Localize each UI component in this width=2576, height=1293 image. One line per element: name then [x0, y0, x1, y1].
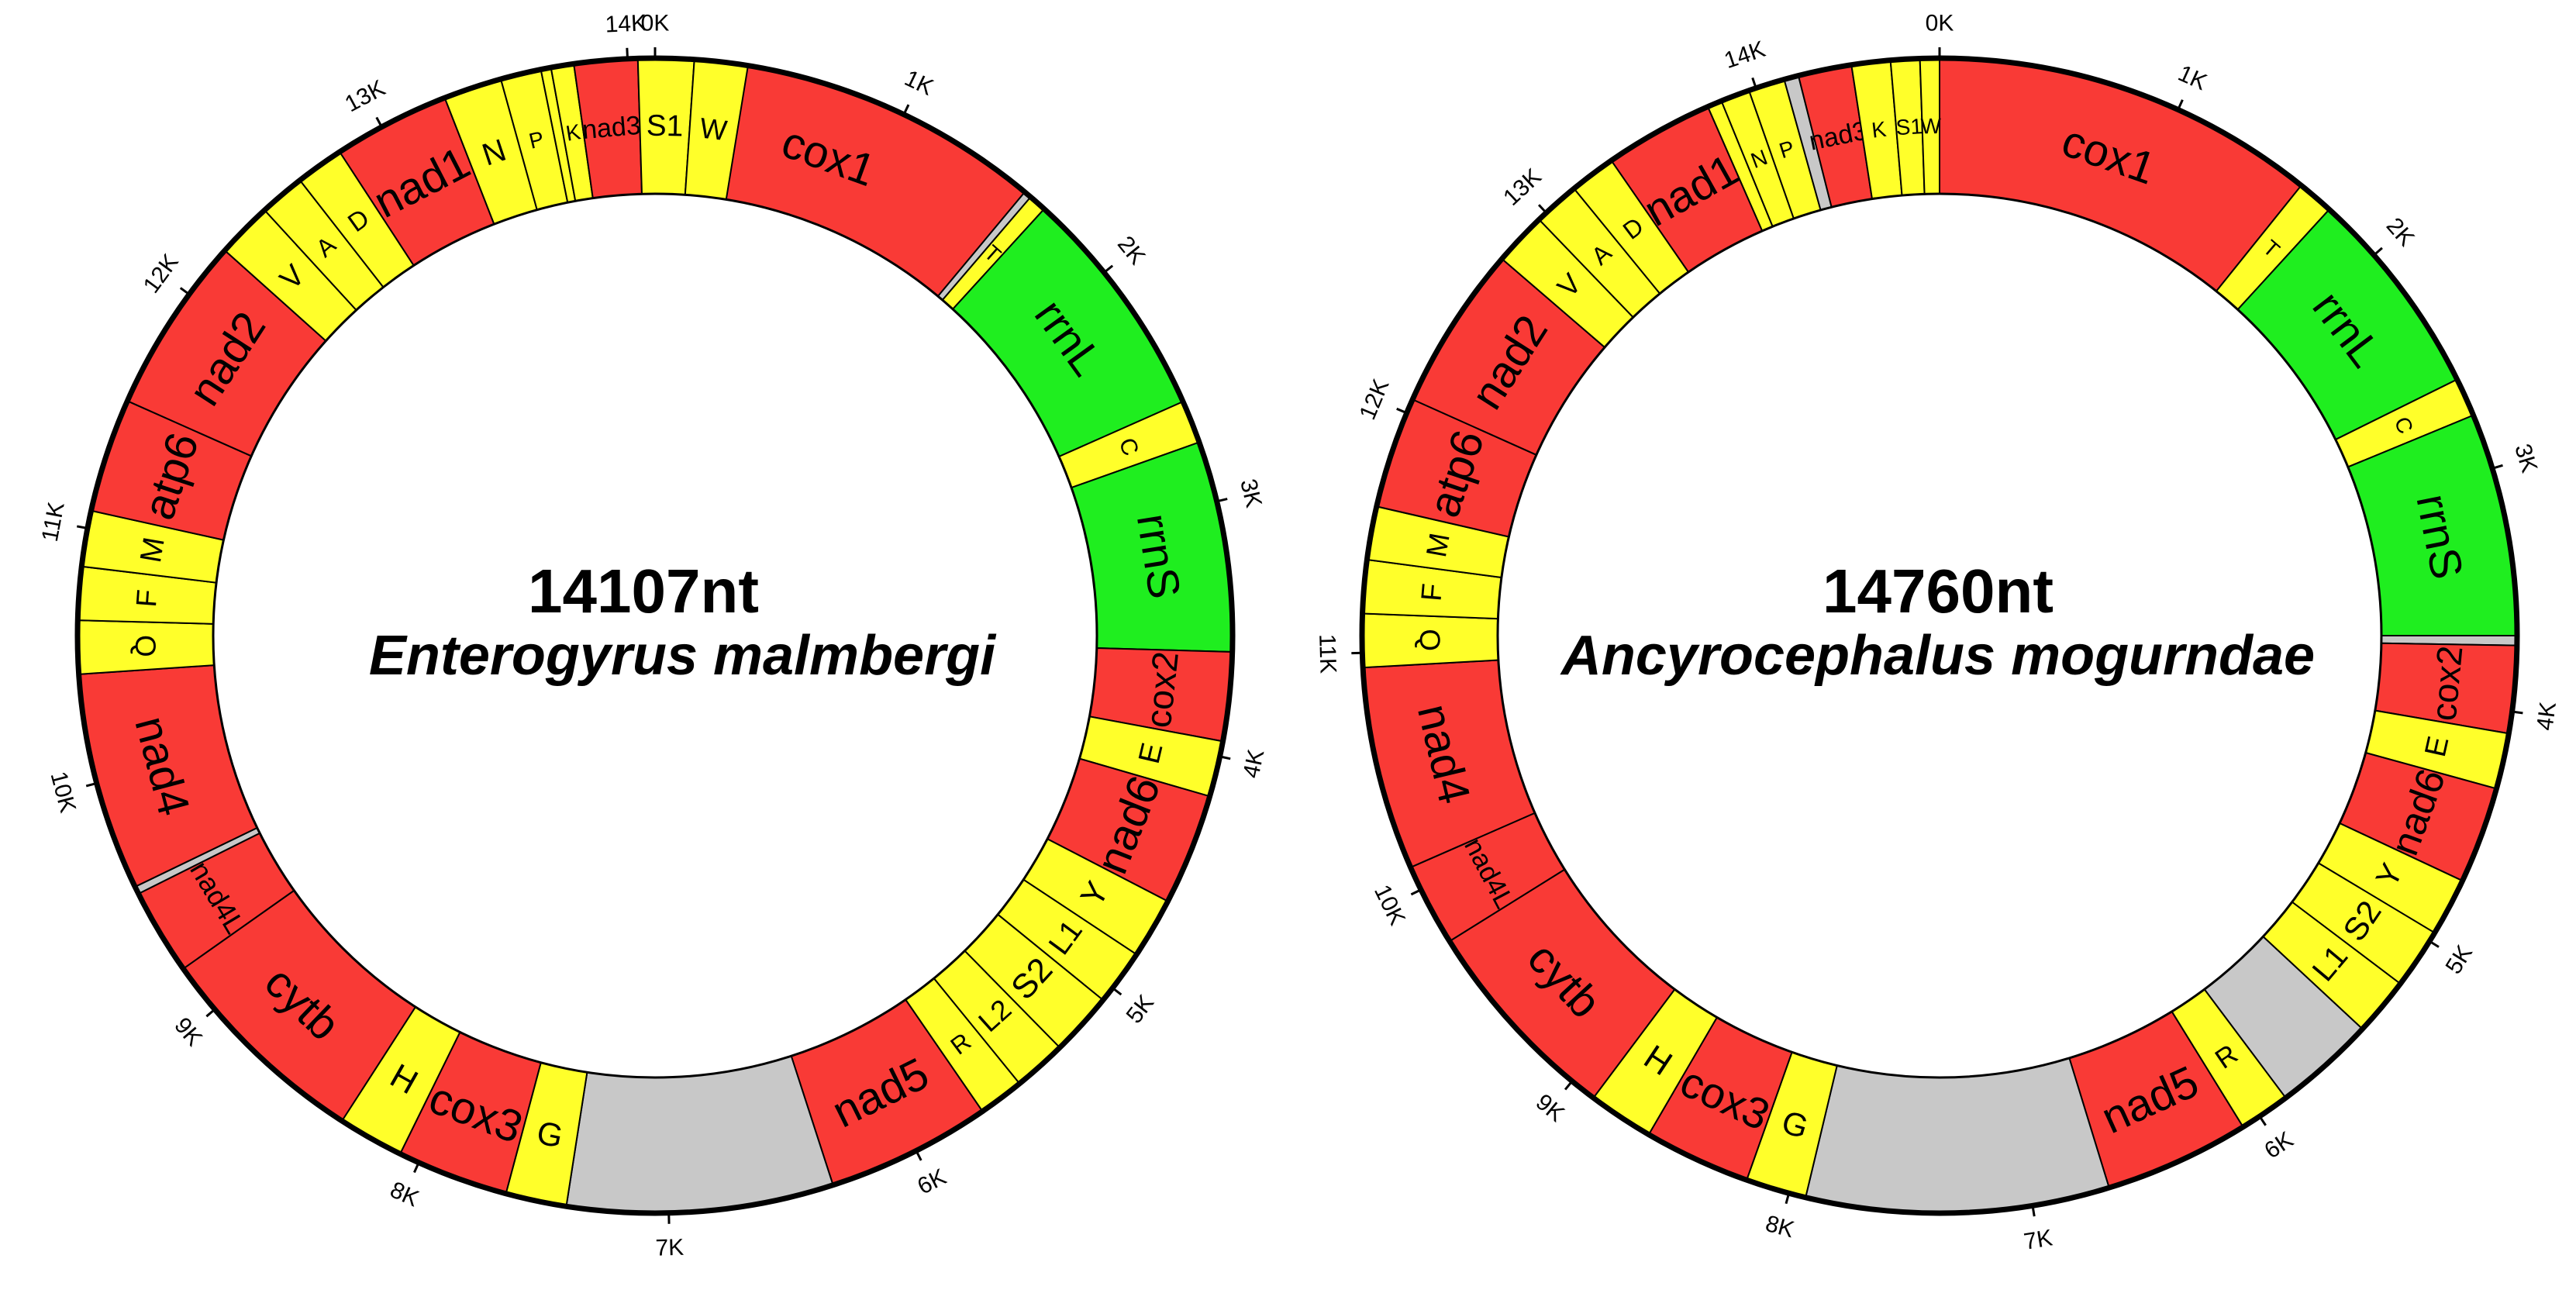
gene-label-w: W: [698, 112, 729, 147]
tick-mark-10k: [1410, 888, 1422, 896]
circular-map-ancyrocephalus-mogurndae: cox1TrrnLCrrnScox2Enad6YS2L1Rnad5Gcox3Hc…: [1314, 11, 2561, 1255]
tick-label-2k: 2K: [2381, 213, 2419, 251]
gene-label-q: Q: [1414, 629, 1446, 651]
tick-label-3k: 3K: [2509, 441, 2542, 476]
tick-mark-11k: [76, 525, 88, 530]
tick-label-0k: 0K: [641, 11, 670, 36]
tick-label-5k: 5K: [2441, 941, 2478, 979]
tick-label-12k: 12K: [139, 250, 184, 298]
gene-label-m: M: [134, 535, 171, 565]
tick-label-3k: 3K: [1235, 477, 1267, 510]
tick-mark-5k: [2429, 940, 2440, 948]
genome-length-ancyrocephalus: 14760nt: [1823, 557, 2054, 626]
gene-label-q: Q: [129, 635, 162, 658]
inner-ring-border: [212, 192, 1098, 1079]
tick-mark-14k: [626, 47, 629, 59]
tick-label-8k: 8K: [386, 1177, 422, 1212]
tick-mark-13k: [1537, 204, 1547, 214]
spacer-segment-15: [1804, 1057, 2110, 1214]
species-name-enterogyrus: Enterogyrus malmbergi: [369, 625, 997, 687]
tick-mark-9k: [1564, 1080, 1574, 1091]
species-name-ancyrocephalus: Ancyrocephalus mogurndae: [1560, 625, 2315, 687]
gene-label-f: F: [1416, 582, 1449, 602]
gene-label-cox2: cox2: [2424, 644, 2471, 722]
tick-mark-2k: [2373, 247, 2383, 257]
gene-label-nad3: nad3: [581, 111, 643, 145]
tick-mark-3k: [1216, 498, 1228, 503]
tick-label-12k: 12K: [1355, 375, 1395, 423]
gene-label-s1: S1: [1895, 114, 1923, 140]
tick-label-11k: 11K: [37, 500, 70, 543]
tick-label-2k: 2K: [1112, 232, 1150, 270]
gene-label-k: K: [564, 119, 583, 146]
tick-label-4k: 4K: [2532, 701, 2561, 733]
tick-mark-6k: [2258, 1115, 2267, 1126]
gene-label-w: W: [1920, 114, 1942, 138]
tick-label-9k: 9K: [169, 1013, 207, 1051]
tick-label-13k: 13K: [341, 75, 390, 117]
tick-label-1k: 1K: [2174, 60, 2211, 95]
tick-label-5k: 5K: [1122, 990, 1160, 1028]
tick-label-6k: 6K: [913, 1164, 950, 1200]
tick-label-13k: 13K: [1498, 164, 1547, 211]
tick-mark-5k: [1112, 987, 1122, 996]
tick-mark-12k: [179, 287, 190, 295]
gene-label-m: M: [1420, 530, 1456, 560]
tick-mark-8k: [413, 1162, 420, 1174]
tick-label-10k: 10K: [45, 769, 81, 815]
genome-length-enterogyrus: 14107nt: [528, 557, 759, 626]
spacer-segment-15: [565, 1054, 834, 1214]
tick-mark-3k: [2492, 464, 2503, 470]
tick-mark-14k: [1751, 77, 1757, 89]
tick-label-1k: 1K: [901, 65, 937, 101]
tick-mark-9k: [205, 1008, 216, 1018]
circular-map-enterogyrus-malmbergi: cox1TrrnLCrrnScox2Enad6YL1S2L2Rnad5Gcox3…: [37, 10, 1270, 1261]
tick-mark-7k: [2031, 1205, 2036, 1217]
tick-mark-13k: [375, 116, 383, 128]
tick-mark-4k: [1219, 755, 1231, 760]
gene-label-cox2: cox2: [1138, 650, 1186, 729]
tick-mark-4k: [2512, 710, 2523, 715]
tick-mark-2k: [1103, 264, 1114, 274]
inner-ring-border: [1496, 192, 2383, 1079]
tick-label-0k: 0K: [1926, 11, 1954, 36]
tick-mark-12k: [1396, 407, 1408, 415]
tick-mark-1k: [902, 104, 910, 116]
tick-label-14k: 14K: [1721, 36, 1768, 74]
tick-label-4k: 4K: [1239, 747, 1270, 781]
tick-label-14k: 14K: [605, 10, 647, 38]
tick-mark-8k: [1785, 1192, 1791, 1205]
tick-mark-6k: [915, 1150, 922, 1161]
tick-mark-1k: [2177, 99, 2184, 111]
tick-label-11k: 11K: [1314, 633, 1341, 674]
tick-label-8k: 8K: [1763, 1211, 1797, 1243]
tick-mark-10k: [85, 781, 98, 788]
gene-label-f: F: [130, 588, 164, 608]
gene-label-s1: S1: [647, 109, 684, 143]
tick-label-7k: 7K: [2022, 1225, 2054, 1254]
tick-label-9k: 9K: [1531, 1089, 1569, 1127]
tick-label-6k: 6K: [2260, 1127, 2298, 1164]
tick-label-10k: 10K: [1369, 881, 1410, 929]
tick-label-7k: 7K: [655, 1235, 684, 1261]
gene-label-k: K: [1871, 117, 1888, 143]
